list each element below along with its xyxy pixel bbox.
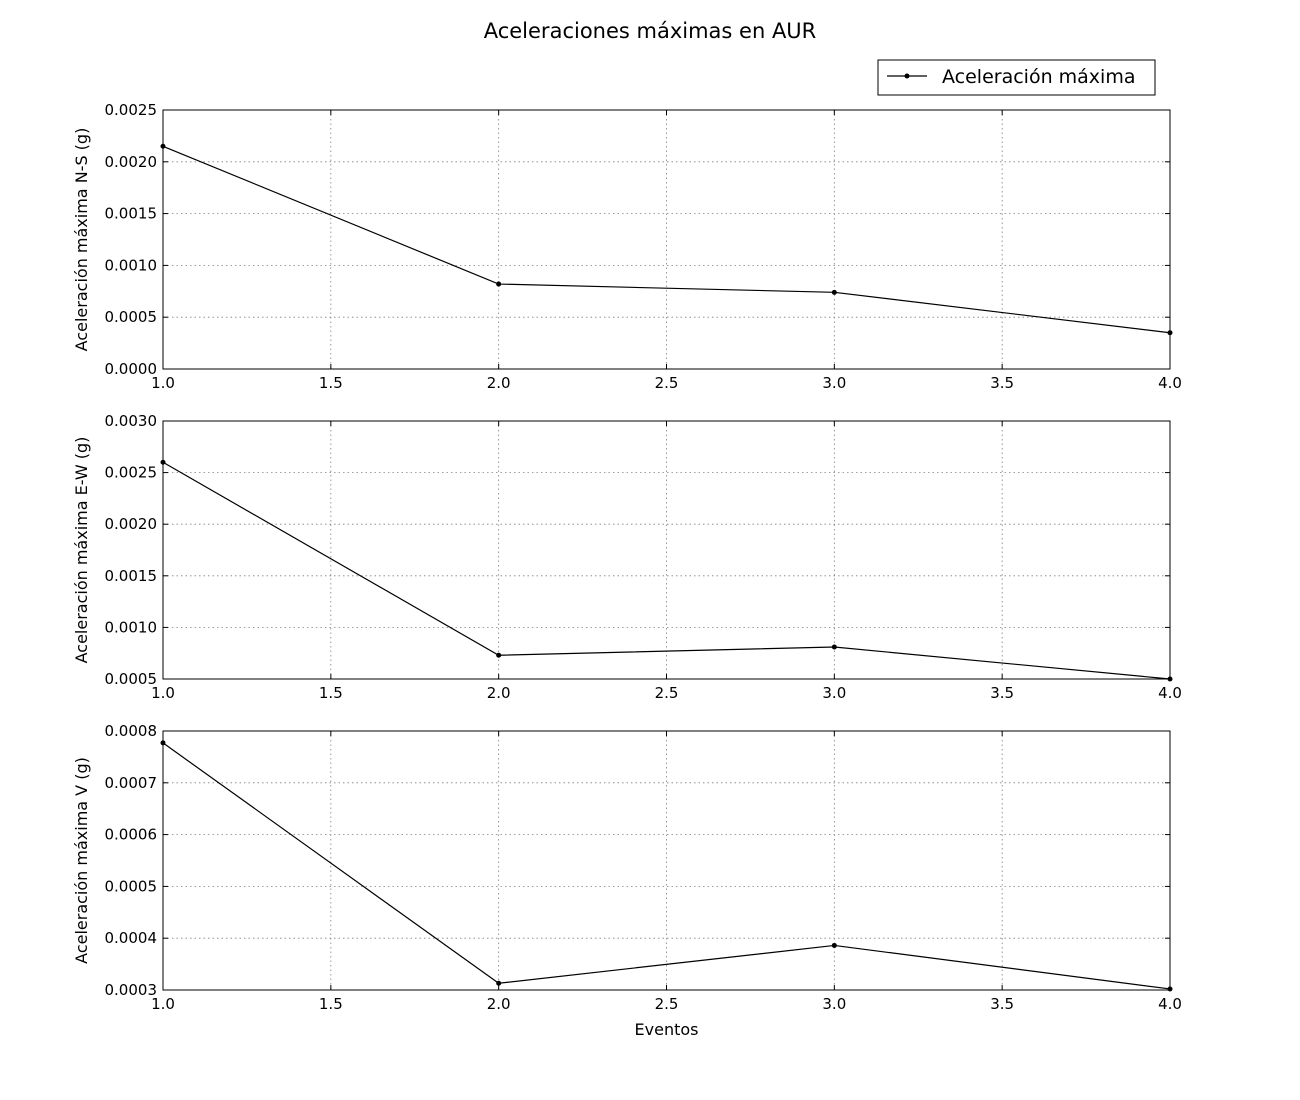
x-tick-label: 1.0 (151, 995, 175, 1013)
y-tick-label: 0.0005 (105, 670, 158, 688)
data-point (496, 281, 502, 287)
panel-ew: 1.0 1.5 2.0 2.5 3.0 3.5 4.0 0.0005 0.0010 0.0015 0… (72, 412, 1182, 702)
x-tick-label: 2.0 (487, 374, 511, 392)
data-point (496, 652, 502, 658)
series-line (162, 461, 1171, 680)
y-tick-label: 0.0020 (105, 153, 158, 171)
data-point (831, 289, 837, 295)
legend-marker-sample (904, 73, 910, 79)
x-tick-label: 1.0 (151, 684, 175, 702)
x-tick-label: 1.0 (151, 374, 175, 392)
y-axis-title: Aceleración máxima N-S (g) (72, 128, 91, 352)
x-tick-label: 1.5 (319, 684, 343, 702)
legend-box (877, 59, 1156, 96)
y-tick-label: 0.0020 (105, 515, 158, 533)
y-tick-label: 0.0005 (105, 308, 158, 326)
y-tick-label: 0.0006 (105, 826, 158, 844)
x-tick-label: 2.5 (655, 684, 679, 702)
x-tick-label: 2.0 (487, 684, 511, 702)
x-tick-label: 3.0 (822, 684, 846, 702)
data-point (1167, 330, 1173, 336)
x-tick-label: 3.0 (822, 995, 846, 1013)
data-point (1167, 676, 1173, 682)
x-tick-label: 1.5 (319, 374, 343, 392)
y-axis-title: Aceleración máxima E-W (g) (72, 437, 91, 664)
figure-title: Aceleraciones máximas en AUR (484, 19, 817, 43)
x-tick-label: 3.5 (990, 374, 1014, 392)
x-tick-label: 4.0 (1158, 684, 1182, 702)
x-axis-title: Eventos (635, 1020, 699, 1039)
series-line (162, 742, 1171, 990)
x-tick-label: 3.5 (990, 995, 1014, 1013)
y-tick-label: 0.0010 (105, 618, 158, 636)
y-tick-label: 0.0015 (105, 205, 158, 223)
x-tick-label: 2.5 (655, 995, 679, 1013)
y-tick-label: 0.0030 (105, 412, 158, 430)
panel-ns: 1.0 1.5 2.0 2.5 3.0 3.5 4.0 0.0000 0.0005 0.0010 0… (72, 101, 1182, 392)
panel-v: 1.0 1.5 2.0 2.5 3.0 3.5 4.0 0.0003 0.0004 0.0005 0… (72, 722, 1182, 1039)
y-tick-label: 0.0010 (105, 256, 158, 274)
x-tick-label: 2.0 (487, 995, 511, 1013)
y-tick-label: 0.0005 (105, 877, 158, 895)
x-tick-label: 4.0 (1158, 374, 1182, 392)
x-tick-label: 4.0 (1158, 995, 1182, 1013)
data-point (1167, 986, 1173, 992)
y-tick-label: 0.0007 (105, 774, 158, 792)
x-tick-label: 1.5 (319, 995, 343, 1013)
x-tick-label: 3.0 (822, 374, 846, 392)
x-tick-label: 2.5 (655, 374, 679, 392)
data-point (160, 459, 166, 465)
y-tick-label: 0.0025 (105, 464, 158, 482)
data-point (831, 942, 837, 948)
y-tick-label: 0.0004 (105, 929, 158, 947)
data-point (496, 980, 502, 986)
data-point (831, 644, 837, 650)
data-point (160, 740, 166, 746)
y-tick-label: 0.0003 (105, 981, 158, 999)
y-axis-title: Aceleración máxima V (g) (72, 757, 91, 964)
data-point (160, 143, 166, 149)
y-tick-label: 0.0000 (105, 360, 158, 378)
legend-label: Aceleración máxima (942, 66, 1135, 88)
y-tick-label: 0.0008 (105, 722, 158, 740)
y-tick-label: 0.0025 (105, 101, 158, 119)
legend: Aceleración máxima (877, 59, 1156, 96)
x-tick-label: 3.5 (990, 684, 1014, 702)
y-tick-label: 0.0015 (105, 567, 158, 585)
series-line (162, 145, 1171, 334)
